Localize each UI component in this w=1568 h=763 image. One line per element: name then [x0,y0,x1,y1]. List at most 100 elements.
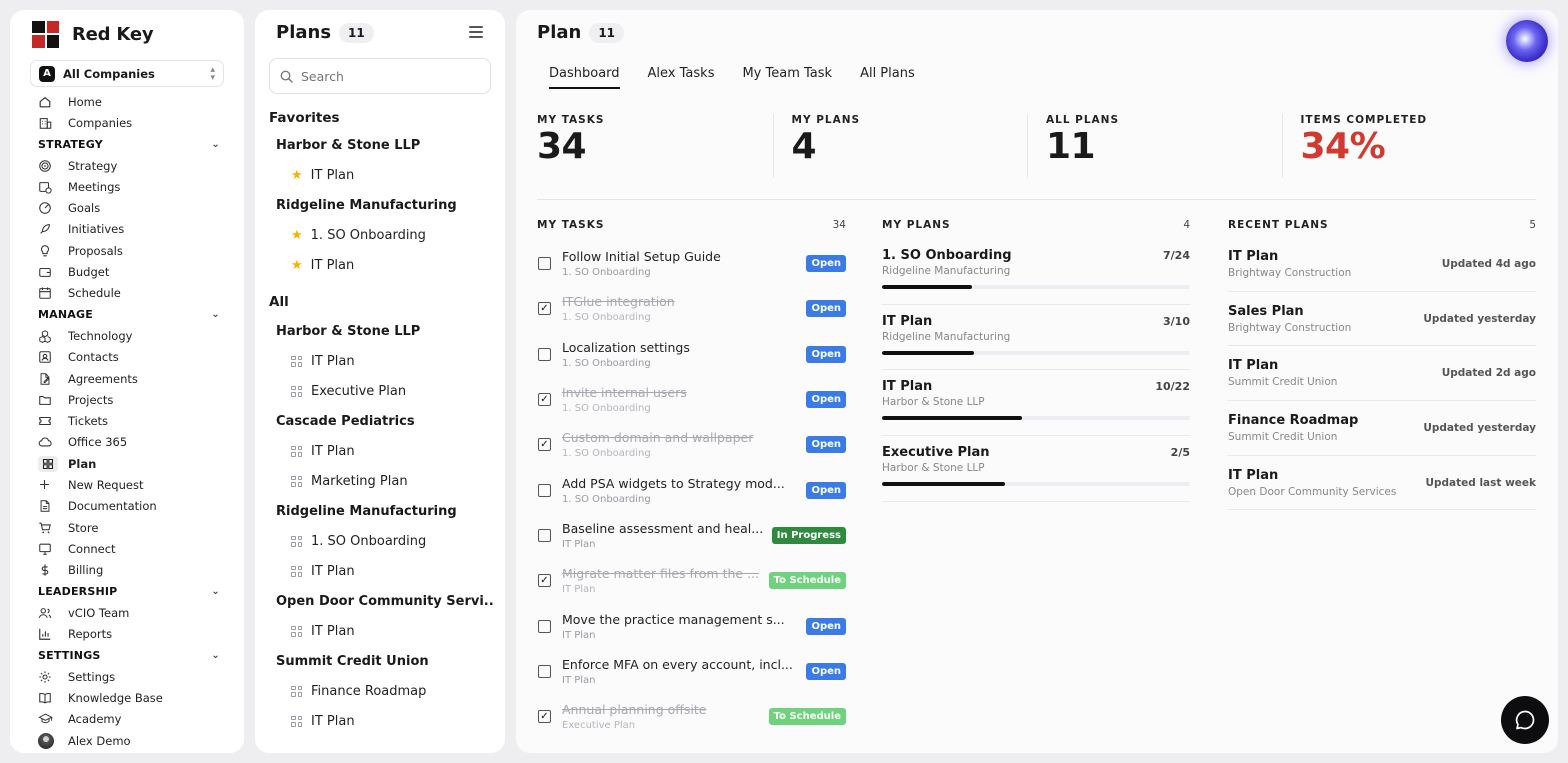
ai-assistant-orb-icon[interactable] [1506,20,1548,62]
sidebar-item-vcio-team[interactable]: vCIO Team [38,602,230,623]
search-box[interactable] [269,58,491,94]
tab-all-plans[interactable]: All Plans [860,66,915,81]
sidebar-item-strategy[interactable]: Strategy [38,155,230,176]
status-badge[interactable]: Open [806,255,846,273]
task-row[interactable]: Baseline assessment and heal... IT Plan In… [537,513,846,558]
sidebar-item-proposals[interactable]: Proposals [38,240,230,261]
menu-icon[interactable] [469,26,483,41]
plan-list-item[interactable]: Finance Roadmap [269,676,495,706]
sidebar-item-new-request[interactable]: New Request [38,474,230,495]
task-row[interactable]: ✓ Annual planning offsite Executive Plan To… [537,694,846,739]
brand[interactable]: Red Key [32,20,154,48]
sidebar-item-knowledge-base[interactable]: Knowledge Base [38,687,230,708]
my-plan-card[interactable]: 1. SO Onboarding 7/24 Ridgeline Manufactur… [882,239,1190,305]
task-name[interactable]: Baseline assessment and heal... [562,520,764,536]
sidebar-item-settings[interactable]: Settings [38,666,230,687]
plan-list-item[interactable]: Marketing Plan [269,466,495,496]
plan-group-company[interactable]: Open Door Community Servi... [276,593,495,609]
plan-list-item[interactable]: IT Plan [269,436,495,466]
recent-plan-row[interactable]: Sales Plan Brightway Construction Updated … [1228,292,1536,347]
task-name[interactable]: ITGlue integration [562,294,675,310]
task-checkbox[interactable] [538,483,551,497]
sidebar-section-settings[interactable]: SETTINGS ⌄ [38,645,230,666]
status-badge[interactable]: Open [806,617,846,635]
plan-list-item[interactable]: IT Plan [269,556,495,586]
task-row[interactable]: Patch and update reviewOpen [537,739,846,754]
plan-group-company[interactable]: Summit Credit Union [276,653,429,669]
chevron-down-icon[interactable]: ⌄ [211,585,220,597]
sidebar-item-documentation[interactable]: Documentation [38,496,230,517]
task-row[interactable]: Add PSA widgets to Strategy mod... 1. SO … [537,467,846,512]
my-plan-card[interactable]: IT Plan 3/10 Ridgeline Manufacturing [882,305,1190,371]
plan-list-item[interactable]: IT Plan [269,706,495,736]
recent-plan-row[interactable]: IT Plan Brightway Construction Updated 4d … [1228,237,1536,292]
plan-list-item[interactable]: ★ IT Plan [269,250,495,280]
status-badge[interactable]: In Progress [771,526,846,544]
chevron-down-icon[interactable]: ⌄ [211,138,220,150]
search-input[interactable] [300,68,480,84]
sidebar-item-initiatives[interactable]: Initiatives [38,219,230,240]
sidebar-item-goals[interactable]: Goals [38,197,230,218]
sidebar-item-connect[interactable]: Connect [38,538,230,559]
plan-group-company[interactable]: Harbor & Stone LLP [276,137,421,153]
task-checkbox[interactable]: ✓ [538,710,551,724]
task-checkbox[interactable] [538,619,551,633]
task-name[interactable]: Custom domain and wallpaper [562,430,754,446]
status-badge[interactable]: Open [806,436,846,454]
sidebar-item-schedule[interactable]: Schedule [38,283,230,304]
status-badge[interactable]: Open [806,481,846,499]
task-row[interactable]: Enforce MFA on every account, incl... IT … [537,649,846,694]
task-name[interactable]: Invite internal users [562,385,687,401]
task-row[interactable]: ✓ Migrate matter files from the ... IT Pla… [537,558,846,603]
sidebar-item-tickets[interactable]: Tickets [38,410,230,431]
star-icon[interactable]: ★ [291,167,303,183]
sidebar-section-strategy[interactable]: STRATEGY ⌄ [38,134,230,155]
plan-group-company[interactable]: Ridgeline Manufacturing [276,503,457,519]
recent-plan-row[interactable]: Finance Roadmap Summit Credit Union Update… [1228,401,1536,456]
sidebar-item-office-365[interactable]: Office 365 [38,432,230,453]
my-plan-card[interactable]: Executive Plan 2/5 Harbor & Stone LLP [882,436,1190,502]
plan-list-item[interactable]: Executive Plan [269,376,495,406]
plan-group-company[interactable]: Ridgeline Manufacturing [276,197,457,213]
sidebar-item-meetings[interactable]: Meetings [38,176,230,197]
task-name[interactable]: Enforce MFA on every account, incl... [562,656,793,672]
task-row[interactable]: Move the practice management s... IT Plan… [537,603,846,648]
sidebar-item-contacts[interactable]: Contacts [38,347,230,368]
star-icon[interactable]: ★ [291,227,303,243]
sidebar-item-agreements[interactable]: Agreements [38,368,230,389]
star-icon[interactable]: ★ [291,257,303,273]
plan-list-item[interactable]: IT Plan [269,346,495,376]
status-badge[interactable]: Open [806,391,846,409]
task-name[interactable]: Follow Initial Setup Guide [562,249,721,265]
sidebar-item-technology[interactable]: Technology [38,325,230,346]
task-row[interactable]: ✓ Custom domain and wallpaper 1. SO Onboar… [537,422,846,467]
sidebar-item-plan[interactable]: Plan [38,453,230,474]
sidebar-item-reports[interactable]: Reports [38,623,230,644]
task-name[interactable]: Migrate matter files from the ... [562,566,759,582]
task-name[interactable]: Annual planning offsite [562,702,707,718]
plan-list-item[interactable]: IT Plan [269,616,495,646]
recent-plan-row[interactable]: IT Plan Open Door Community Services Updat… [1228,456,1536,511]
plan-list-item[interactable]: ★ 1. SO Onboarding [269,220,495,250]
task-checkbox[interactable] [538,664,551,678]
status-badge[interactable]: To Schedule [768,572,846,590]
task-checkbox[interactable] [538,257,551,271]
task-checkbox[interactable]: ✓ [538,438,551,452]
chevron-down-icon[interactable]: ⌄ [211,309,220,321]
sidebar-item-companies[interactable]: Companies [38,112,230,133]
task-checkbox[interactable] [538,528,551,542]
task-checkbox[interactable]: ✓ [538,393,551,407]
task-checkbox[interactable] [538,347,551,361]
status-badge[interactable]: Open [806,345,846,363]
task-row[interactable]: Follow Initial Setup Guide 1. SO Onboardi… [537,241,846,286]
plan-group-company[interactable]: Cascade Pediatrics [276,413,415,429]
tab-my-team-task[interactable]: My Team Task [742,66,833,81]
status-badge[interactable]: Open [806,662,846,680]
my-plan-card[interactable]: IT Plan 10/22 Harbor & Stone LLP [882,370,1190,437]
task-checkbox[interactable]: ✓ [538,302,551,316]
sidebar-section-manage[interactable]: MANAGE ⌄ [38,304,230,325]
task-checkbox[interactable]: ✓ [538,574,551,588]
task-row[interactable]: ✓ Invite internal users 1. SO Onboarding Op… [537,377,846,422]
task-name[interactable]: Localization settings [562,339,690,355]
sidebar-item-alex-demo[interactable]: Alex Demo [38,730,230,751]
